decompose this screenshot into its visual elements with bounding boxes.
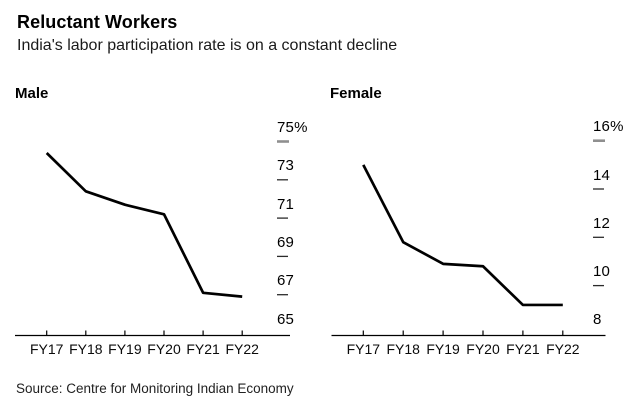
y-tick-label: 67 <box>277 272 295 290</box>
chart-title: Reluctant Workers <box>17 12 178 32</box>
y-tick-label: 65 <box>277 310 295 328</box>
panel-title-male: Male <box>15 85 49 102</box>
y-tick-label: 69 <box>277 233 295 251</box>
x-tick-label: FY21 <box>506 341 540 357</box>
data-line-male <box>45 152 243 298</box>
data-line-female <box>362 164 563 307</box>
x-tick-label: FY19 <box>426 341 460 357</box>
y-tick-label: 73 <box>277 157 295 175</box>
y-tick-label: 10 <box>593 263 611 281</box>
x-tick-label: FY22 <box>225 341 259 357</box>
y-tick-label: 12 <box>593 214 611 232</box>
y-tick-label: 75% <box>277 119 308 136</box>
x-tick-label: FY20 <box>147 341 181 357</box>
x-tick-label: FY22 <box>546 341 580 357</box>
panel-title-female: Female <box>330 85 382 102</box>
source-note: Source: Centre for Monitoring Indian Eco… <box>16 381 294 396</box>
x-tick-label: FY18 <box>386 341 420 357</box>
x-tick-label: FY17 <box>29 341 64 357</box>
x-tick-label: FY20 <box>466 341 500 357</box>
y-tick-label: 14 <box>593 166 611 184</box>
x-tick-label: FY18 <box>69 341 103 357</box>
y-tick-label: 8 <box>593 311 602 329</box>
x-tick-label: FY17 <box>346 341 381 357</box>
y-tick-label: 71 <box>277 195 295 213</box>
chart-subtitle: India's labor participation rate is on a… <box>17 37 398 54</box>
x-tick-label: FY21 <box>186 341 220 357</box>
x-tick-label: FY19 <box>108 341 142 357</box>
y-tick-label: 16% <box>593 118 624 136</box>
